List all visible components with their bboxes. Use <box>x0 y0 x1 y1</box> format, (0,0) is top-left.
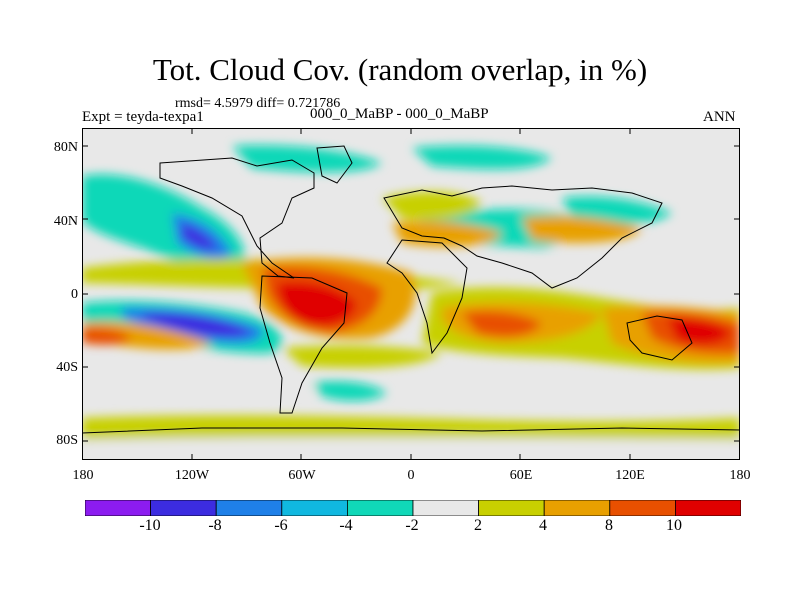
colorbar <box>85 500 741 516</box>
colorbar-cell <box>478 500 545 516</box>
colorbar-cell <box>150 500 217 516</box>
colorbar-label-10: 10 <box>666 517 682 534</box>
lat-label-80n: 80N <box>53 140 78 155</box>
colorbar-cell <box>215 500 283 516</box>
lat-label-40n: 40N <box>53 214 78 229</box>
colorbar-label-minus2: -2 <box>405 517 419 534</box>
colorbar-cell <box>675 500 741 516</box>
axis-ticks <box>82 128 740 460</box>
lon-label-0: 0 <box>407 468 415 483</box>
contour-fields <box>82 145 740 460</box>
stats-text: rmsd= 4.5979 diff= 0.721786 <box>175 96 341 111</box>
colorbar-label-minus4: -4 <box>339 517 353 534</box>
colorbar-cell <box>412 500 479 516</box>
case-label: 000_0_MaBP - 000_0_MaBP <box>310 106 489 122</box>
plot-title: Tot. Cloud Cov. (random overlap, in %) <box>152 52 648 87</box>
cloud-cover-map <box>82 128 740 460</box>
lat-label-0: 0 <box>71 287 78 302</box>
colorbar-cell <box>346 500 414 516</box>
colorbar-cell <box>543 500 611 516</box>
lon-label-60e: 60E <box>509 468 533 483</box>
colorbar-label-minus8: -8 <box>208 517 222 534</box>
colorbar-cell <box>85 500 151 516</box>
lat-label-40s: 40S <box>56 360 78 375</box>
colorbar-label-minus6: -6 <box>274 517 288 534</box>
lon-label-180w: 180 <box>72 468 94 483</box>
lon-label-120e: 120E <box>615 468 645 483</box>
lon-label-180e: 180 <box>729 468 751 483</box>
colorbar-cell <box>281 500 348 516</box>
coastlines <box>82 145 740 434</box>
colorbar-label-4: 4 <box>539 517 547 534</box>
colorbar-label-2: 2 <box>474 517 482 534</box>
colorbar-label-8: 8 <box>605 517 613 534</box>
experiment-label: Expt = teyda-texpa1 <box>82 109 204 125</box>
lat-label-80s: 80S <box>56 433 78 448</box>
colorbar-cell <box>609 500 676 516</box>
lon-label-120w: 120W <box>174 468 210 483</box>
colorbar-label-minus10: -10 <box>139 517 161 534</box>
season-label: ANN <box>703 109 736 125</box>
lon-label-60w: 60W <box>288 468 316 483</box>
